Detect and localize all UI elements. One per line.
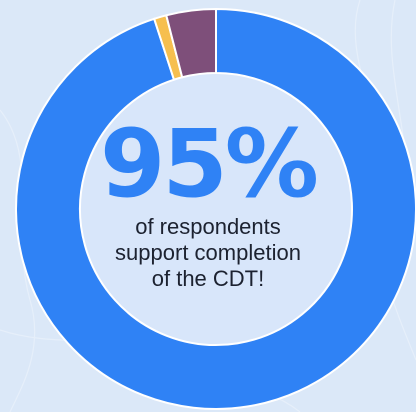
donut-slice-1 [15, 7, 416, 410]
headline-percentage: 95% [100, 110, 319, 219]
caption-line-3: of the CDT! [151, 266, 265, 291]
headline-block: 95% of respondents support completion of… [68, 110, 348, 292]
donut-slice-3 [165, 7, 217, 79]
donut-slices [15, 7, 416, 410]
donut-inner-disc [80, 73, 352, 345]
caption-line-1: of respondents [135, 214, 281, 239]
headline-caption: of respondents support completion of the… [68, 214, 348, 292]
caption-line-2: support completion [115, 240, 301, 265]
